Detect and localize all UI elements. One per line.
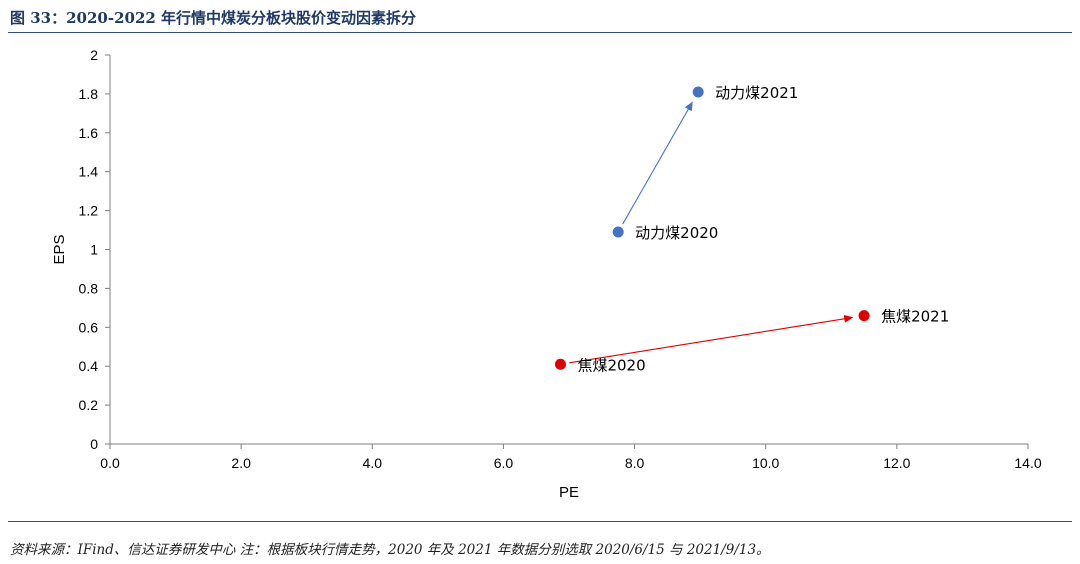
x-tick-label: 0.0 (100, 455, 120, 471)
x-tick-label: 2.0 (231, 455, 251, 471)
x-tick-label: 6.0 (494, 455, 514, 471)
data-point-label: 焦煤2021 (881, 308, 949, 326)
x-tick-label: 12.0 (883, 455, 910, 471)
y-axis-label: EPS (51, 234, 68, 264)
x-tick-label: 8.0 (625, 455, 645, 471)
data-point (612, 226, 624, 238)
data-point-label: 动力煤2020 (635, 224, 718, 242)
y-tick-label: 1.8 (79, 86, 99, 102)
y-tick-label: 0.6 (79, 319, 99, 335)
x-tick-label: 4.0 (363, 455, 383, 471)
bottom-divider (8, 521, 1072, 522)
data-point-label: 焦煤2020 (577, 356, 645, 374)
y-tick-label: 1.4 (79, 164, 99, 180)
y-tick-label: 1.6 (79, 125, 99, 141)
y-tick-label: 1.2 (79, 203, 99, 219)
y-tick-label: 0.2 (79, 397, 99, 413)
y-tick-label: 0 (90, 436, 98, 452)
scatter-chart: 0.0 2.0 4.0 6.0 8.0 10.0 12.0 14.0 0 0.2 0.4 0.6 0.8… (51, 47, 1042, 501)
x-axis-label: PE (559, 484, 579, 501)
trend-arrow (622, 101, 693, 225)
x-tick-label: 10.0 (752, 455, 779, 471)
y-tick-label: 0.8 (79, 280, 99, 296)
data-point (692, 86, 704, 98)
y-tick-label: 0.4 (79, 358, 99, 374)
y-tick-label: 1 (90, 242, 98, 258)
trend-arrow (569, 314, 854, 364)
data-point-label: 动力煤2021 (715, 84, 798, 102)
source-note: 资料来源：IFind、信达证券研发中心 注：根据板块行情走势，2020 年及 2… (10, 542, 770, 558)
data-point (554, 358, 566, 370)
figure-title: 图 33：2020-2022 年行情中煤炭分板块股价变动因素拆分 (10, 9, 417, 27)
y-tick-label: 2 (90, 47, 98, 63)
x-tick-label: 14.0 (1014, 455, 1041, 471)
top-divider (8, 32, 1072, 33)
data-point (858, 310, 870, 322)
